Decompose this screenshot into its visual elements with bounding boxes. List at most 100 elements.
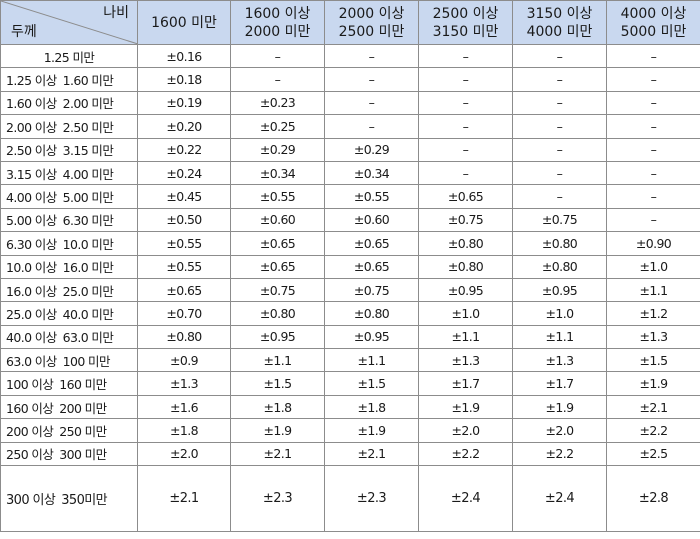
- width-label: 나비: [103, 5, 129, 21]
- tolerance-cell: ±0.95: [324, 324, 419, 350]
- table-row: 1.25 이상 1.60 미만 ±0.18– – – – –: [0, 67, 700, 92]
- tolerance-cell: ±1.9: [324, 418, 419, 443]
- tolerance-cell: ±0.95: [418, 277, 513, 303]
- tolerance-cell: ±1.5: [230, 371, 325, 396]
- tolerance-cell: ±0.55: [137, 231, 231, 256]
- tolerance-cell: ±0.70: [137, 301, 231, 326]
- table-row: 6.30 이상 10.0 미만 ±0.55 ±0.65 ±0.65 ±0.80 ±0.80 ±…: [0, 231, 700, 256]
- tolerance-cell: –: [418, 67, 513, 92]
- tolerance-cell: ±0.65: [324, 231, 419, 256]
- tolerance-cell: ±1.7: [418, 371, 513, 396]
- tolerance-cell: ±2.1: [324, 441, 419, 467]
- tolerance-cell: ±2.2: [512, 441, 607, 467]
- table-row: 1.60 이상 2.00 미만 ±0.19 ±0.23– – – –: [0, 90, 700, 116]
- tolerance-cell: ±2.1: [230, 441, 325, 467]
- tolerance-cell: ±2.2: [418, 441, 513, 467]
- table-row: 160 이상 200 미만 ±1.6 ±1.8 ±1.8 ±1.9 ±1.9 ±2.1: [0, 394, 700, 420]
- tolerance-cell: ±1.8: [324, 394, 419, 420]
- thickness-range: 1.25 미만: [0, 43, 138, 69]
- tolerance-cell: ±1.5: [324, 371, 419, 396]
- column-header: 4000 이상 5000 미만: [606, 0, 700, 45]
- tolerance-cell: ±0.90: [606, 231, 700, 256]
- tolerance-cell: ±1.6: [137, 394, 231, 420]
- table-row: 40.0 이상 63.0 미만 ±0.80 ±0.95 ±0.95 ±1.1 ±1.1 ±1.…: [0, 324, 700, 350]
- tolerance-cell: ±0.80: [512, 231, 607, 256]
- table-row: 5.00 이상 6.30 미만 ±0.50 ±0.60 ±0.60 ±0.75 ±0.75–: [0, 207, 700, 233]
- tolerance-cell: ±0.45: [137, 184, 231, 209]
- tolerance-cell: ±2.4: [512, 465, 607, 533]
- tolerance-cell: ±0.16: [137, 43, 231, 69]
- tolerance-cell: ±1.3: [418, 348, 513, 373]
- tolerance-cell: ±1.0: [418, 301, 513, 326]
- tolerance-cell: ±0.55: [324, 184, 419, 209]
- thickness-label: 두께: [11, 24, 37, 40]
- thickness-range: 5.00 이상 6.30 미만: [0, 207, 138, 233]
- tolerance-cell: ±2.0: [418, 418, 513, 443]
- tolerance-cell: ±0.75: [512, 207, 607, 233]
- thickness-range: 40.0 이상 63.0 미만: [0, 324, 138, 350]
- tolerance-cell: ±0.80: [137, 324, 231, 350]
- tolerance-cell: ±1.3: [606, 324, 700, 350]
- column-header: 3150 이상 4000 미만: [512, 0, 607, 45]
- table-row: 16.0 이상 25.0 미만 ±0.65 ±0.75 ±0.75 ±0.95 ±0.95 ±…: [0, 277, 700, 303]
- table-row: 100 이상 160 미만 ±1.3 ±1.5 ±1.5 ±1.7 ±1.7 ±1.9: [0, 371, 700, 396]
- thickness-range: 4.00 이상 5.00 미만: [0, 184, 138, 209]
- tolerance-cell: –: [418, 114, 513, 139]
- tolerance-cell: ±1.1: [230, 348, 325, 373]
- tolerance-cell: ±0.95: [230, 324, 325, 350]
- tolerance-cell: –: [324, 114, 419, 139]
- table-row: 25.0 이상 40.0 미만 ±0.70 ±0.80 ±0.80 ±1.0 ±1.0 ±1.…: [0, 301, 700, 326]
- diagonal-divider: [1, 1, 137, 44]
- thickness-range: 3.15 이상 4.00 미만: [0, 160, 138, 186]
- tolerance-cell: ±1.1: [418, 324, 513, 350]
- tolerance-cell: –: [606, 67, 700, 92]
- tolerance-cell: –: [512, 114, 607, 139]
- tolerance-cell: ±0.80: [418, 231, 513, 256]
- tolerance-cell: –: [606, 43, 700, 69]
- tolerance-cell: ±1.9: [230, 418, 325, 443]
- thickness-range: 10.0 이상 16.0 미만: [0, 254, 138, 279]
- tolerance-cell: –: [512, 160, 607, 186]
- tolerance-cell: –: [512, 43, 607, 69]
- tolerance-cell: –: [606, 207, 700, 233]
- column-header: 2500 이상 3150 미만: [418, 0, 513, 45]
- tolerance-cell: –: [418, 43, 513, 69]
- tolerance-cell: ±0.65: [324, 254, 419, 279]
- thickness-range: 2.50 이상 3.15 미만: [0, 137, 138, 162]
- table-row: 1.25 미만 ±0.16– – – – –: [0, 43, 700, 69]
- tolerance-cell: ±0.80: [230, 301, 325, 326]
- table-row: 63.0 이상 100 미만 ±0.9 ±1.1 ±1.1 ±1.3 ±1.3 ±1.5: [0, 348, 700, 373]
- header-row: 나비 두께 1600 미만 1600 이상 2000 미만 2000 이상 2500…: [0, 0, 700, 45]
- thickness-range: 63.0 이상 100 미만: [0, 348, 138, 373]
- table-row: 2.50 이상 3.15 미만 ±0.22 ±0.29 ±0.29– – –: [0, 137, 700, 162]
- tolerance-cell: –: [512, 184, 607, 209]
- thickness-range: 100 이상 160 미만: [0, 371, 138, 396]
- thickness-range: 300 이상 350미만: [0, 465, 138, 533]
- tolerance-cell: ±0.60: [324, 207, 419, 233]
- tolerance-cell: –: [418, 90, 513, 116]
- tolerance-cell: ±0.29: [324, 137, 419, 162]
- table-row: 200 이상 250 미만 ±1.8 ±1.9 ±1.9 ±2.0 ±2.0 ±2.2: [0, 418, 700, 443]
- tolerance-cell: –: [418, 160, 513, 186]
- tolerance-cell: ±0.23: [230, 90, 325, 116]
- thickness-range: 6.30 이상 10.0 미만: [0, 231, 138, 256]
- tolerance-cell: ±1.1: [606, 277, 700, 303]
- column-header: 1600 미만: [137, 0, 231, 45]
- tolerance-cell: ±0.65: [230, 254, 325, 279]
- tolerance-cell: ±2.3: [324, 465, 419, 533]
- tolerance-cell: ±2.1: [606, 394, 700, 420]
- tolerance-cell: ±1.9: [418, 394, 513, 420]
- tolerance-cell: ±0.75: [324, 277, 419, 303]
- tolerance-cell: –: [606, 184, 700, 209]
- tolerance-cell: ±2.3: [230, 465, 325, 533]
- thickness-range: 2.00 이상 2.50 미만: [0, 114, 138, 139]
- tolerance-cell: ±1.1: [512, 324, 607, 350]
- column-header: 2000 이상 2500 미만: [324, 0, 419, 45]
- column-header: 1600 이상 2000 미만: [230, 0, 325, 45]
- tolerance-cell: ±0.24: [137, 160, 231, 186]
- tolerance-cell: ±1.2: [606, 301, 700, 326]
- tolerance-cell: ±0.60: [230, 207, 325, 233]
- tolerance-cell: ±0.75: [230, 277, 325, 303]
- tolerance-cell: –: [606, 114, 700, 139]
